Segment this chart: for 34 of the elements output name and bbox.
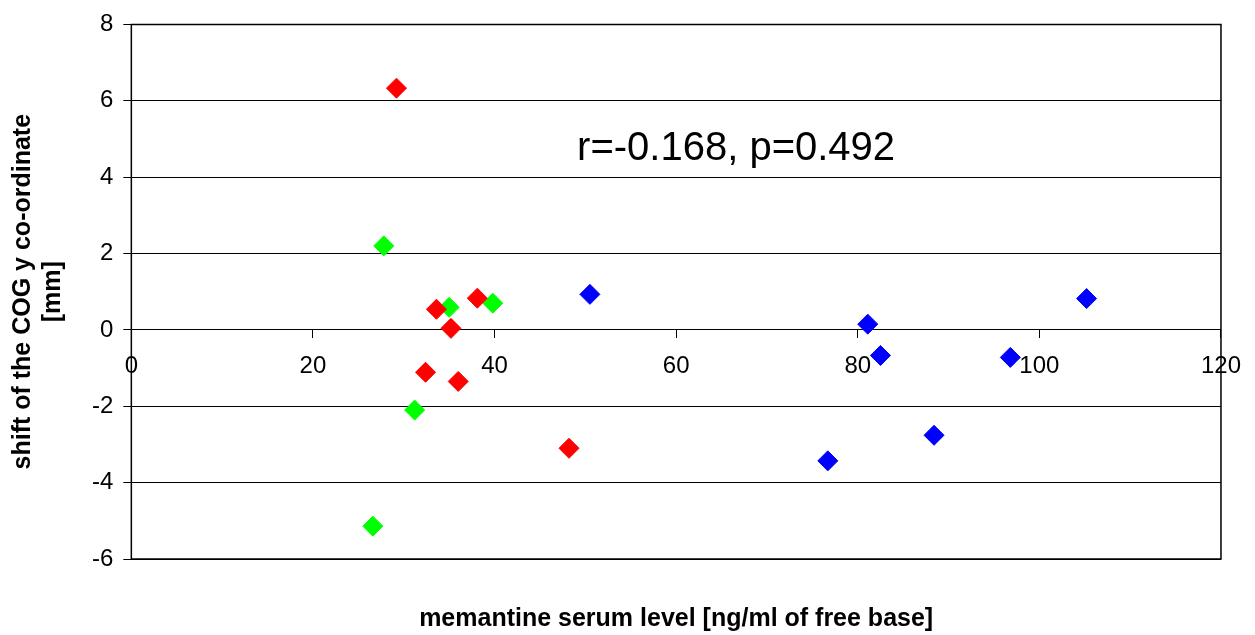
- point: [415, 361, 437, 383]
- point: [869, 344, 891, 366]
- point: [447, 370, 469, 392]
- point: [385, 77, 407, 99]
- point: [817, 450, 839, 472]
- point: [999, 346, 1021, 368]
- x-tick-label: 40: [481, 350, 508, 378]
- point: [440, 317, 462, 339]
- x-tick-label: 80: [844, 350, 872, 378]
- y-tick-label: 6: [99, 85, 114, 113]
- y-tick-label: 2: [99, 238, 114, 266]
- point: [857, 313, 879, 335]
- x-tick-label: 100: [1019, 350, 1060, 378]
- x-axis-title: memantine serum level [ng/ml of free base]: [419, 602, 934, 631]
- x-tick-label: 20: [299, 350, 327, 378]
- y-tick-label: 4: [99, 161, 114, 189]
- annotation: r=-0.168, p=0.492: [577, 124, 896, 169]
- point: [466, 287, 488, 309]
- point: [558, 437, 580, 459]
- point: [373, 235, 395, 257]
- point: [404, 399, 426, 421]
- y-tick-label: -2: [92, 390, 114, 418]
- point: [923, 424, 945, 446]
- point: [362, 515, 384, 537]
- y-tick-label: 0: [99, 314, 114, 342]
- y-tick-label: -4: [92, 467, 114, 495]
- y-axis-title: shift of the COG y co-ordinate [mm]: [6, 113, 65, 470]
- x-tick-label: 60: [662, 350, 690, 378]
- point: [579, 283, 601, 305]
- point: [482, 292, 504, 314]
- y-tick-label: 8: [99, 9, 114, 37]
- point: [1076, 288, 1098, 310]
- y-tick-label: -6: [92, 543, 114, 571]
- point: [425, 298, 447, 320]
